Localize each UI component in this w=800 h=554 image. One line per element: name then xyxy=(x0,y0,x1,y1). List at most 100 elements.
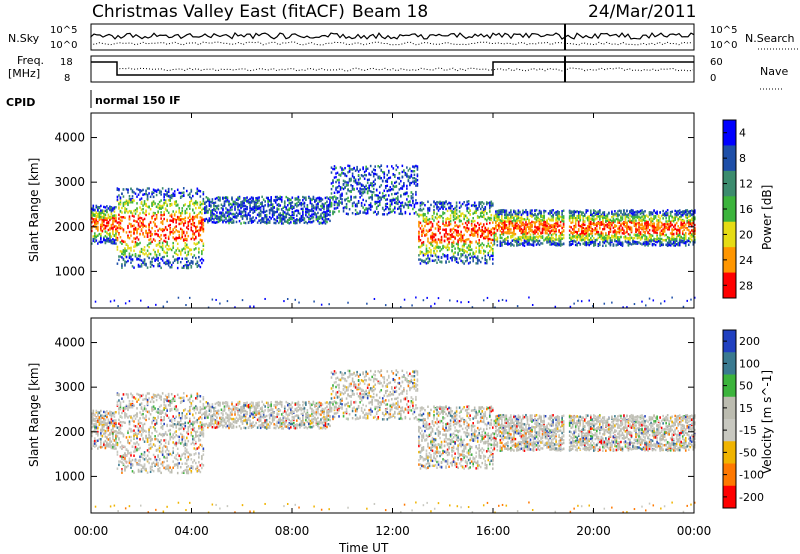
power-cell xyxy=(163,201,165,205)
power-cell xyxy=(235,202,238,205)
power-cell xyxy=(381,213,384,216)
power-cell xyxy=(609,243,612,247)
power-cell xyxy=(109,205,111,208)
power-cell xyxy=(409,167,411,170)
power-cell xyxy=(217,204,220,208)
power-cell xyxy=(158,200,161,204)
power-cell xyxy=(630,215,633,218)
power-cell xyxy=(170,219,173,222)
power-cell xyxy=(118,233,120,236)
power-cell xyxy=(300,201,303,205)
power-cell xyxy=(455,224,458,227)
power-cell xyxy=(451,233,453,236)
power-cell xyxy=(475,211,478,214)
power-cell xyxy=(436,244,438,247)
power-cell xyxy=(136,228,138,231)
power-cell xyxy=(182,266,185,269)
power-cell xyxy=(146,187,149,190)
power-cell xyxy=(193,211,196,215)
power-cell xyxy=(541,219,544,222)
power-cell xyxy=(130,211,132,214)
power-cell xyxy=(401,170,404,174)
power-cell xyxy=(371,205,373,208)
power-cell xyxy=(125,249,128,252)
power-cell xyxy=(389,186,392,189)
power-cell xyxy=(187,266,190,269)
power-cell xyxy=(282,213,285,216)
power-cell xyxy=(125,208,128,211)
power-cell xyxy=(241,217,244,220)
power-cell xyxy=(205,200,208,204)
power-cell xyxy=(611,219,613,223)
power-cell xyxy=(175,252,178,256)
power-cell xyxy=(466,238,468,241)
power-cell xyxy=(176,204,179,207)
power-cell xyxy=(107,207,110,210)
power-cell xyxy=(188,212,191,216)
power-cell xyxy=(106,217,108,220)
power-cell xyxy=(112,231,114,234)
power-cell xyxy=(418,208,420,212)
power-cell xyxy=(437,228,440,231)
power-cell xyxy=(559,215,562,219)
power-cell xyxy=(369,164,372,168)
power-cell xyxy=(476,262,479,265)
power-cell xyxy=(232,219,235,222)
power-cell xyxy=(163,228,165,232)
power-cell xyxy=(109,239,111,242)
power-cell xyxy=(591,218,594,221)
power-cell xyxy=(202,228,205,231)
power-cell xyxy=(332,181,334,184)
power-cell xyxy=(434,258,437,262)
power-cell xyxy=(276,210,279,213)
power-cell xyxy=(553,227,556,230)
power-cell xyxy=(110,227,113,230)
power-cell xyxy=(318,198,321,201)
power-cell xyxy=(175,249,178,252)
power-cell xyxy=(326,207,328,210)
power-cell xyxy=(297,218,300,222)
power-cell xyxy=(600,230,603,234)
power-cell xyxy=(217,196,220,199)
power-cell xyxy=(368,196,370,200)
power-cell xyxy=(350,179,352,182)
power-cell xyxy=(207,221,209,224)
power-cell xyxy=(330,182,333,185)
power-cell xyxy=(190,226,193,229)
power-cell xyxy=(495,238,497,242)
power-cell xyxy=(118,258,120,262)
power-cell xyxy=(464,227,467,230)
power-cell xyxy=(140,265,143,268)
power-cell xyxy=(188,204,191,207)
power-cell xyxy=(482,249,485,252)
power-cell xyxy=(118,226,120,230)
power-cell xyxy=(232,203,235,206)
power-cell xyxy=(145,192,147,196)
power-cell xyxy=(504,227,506,230)
power-cell xyxy=(332,212,334,216)
power-cell xyxy=(451,259,453,262)
power-cell xyxy=(460,248,462,251)
power-cell xyxy=(574,218,577,222)
power-cell xyxy=(366,211,369,215)
power-cell xyxy=(134,226,137,230)
power-cell xyxy=(514,219,517,223)
power-cell xyxy=(427,254,429,257)
power-cell xyxy=(127,259,129,263)
power-cell xyxy=(436,242,438,246)
power-cell xyxy=(172,244,175,248)
power-cell xyxy=(413,205,416,209)
power-cell xyxy=(638,217,640,220)
power-cell xyxy=(211,217,214,220)
power-cell xyxy=(418,254,420,257)
power-cell xyxy=(532,233,535,236)
power-cell xyxy=(538,222,541,225)
power-cell xyxy=(146,233,149,236)
power-cell xyxy=(193,254,196,257)
power-cell xyxy=(134,243,137,246)
power-cell xyxy=(430,235,432,239)
power-cell xyxy=(164,236,167,240)
power-cell xyxy=(363,173,366,177)
power-cell xyxy=(136,258,138,261)
power-cell xyxy=(608,226,610,229)
